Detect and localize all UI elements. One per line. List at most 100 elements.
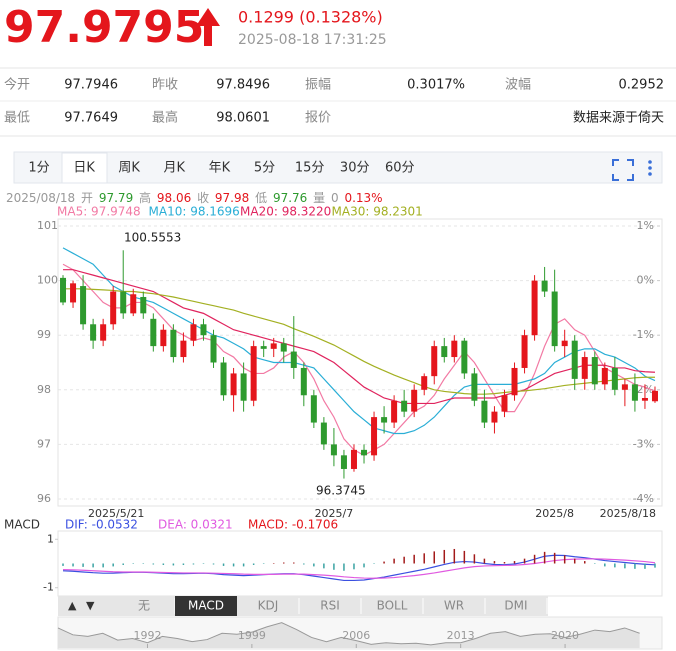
macd-bar bbox=[483, 558, 486, 564]
info-low: 97.76 bbox=[273, 191, 307, 205]
active-tab-bg bbox=[61, 152, 108, 184]
period-tab[interactable]: 周K bbox=[118, 161, 140, 176]
period-tab[interactable]: 日K bbox=[73, 161, 95, 176]
candle-body bbox=[571, 340, 578, 379]
more-icon[interactable] bbox=[648, 160, 652, 176]
indicator-tab[interactable]: KDJ bbox=[258, 599, 279, 613]
macd-bar bbox=[393, 558, 395, 564]
macd-bar bbox=[212, 563, 215, 565]
price-change: 0.1299 (0.1328%) bbox=[238, 8, 383, 27]
macd-bar bbox=[453, 548, 456, 564]
candle-body bbox=[501, 395, 508, 412]
macd-bar bbox=[634, 563, 636, 569]
stat-value: 0.3017% bbox=[407, 78, 465, 93]
stat-label: 今开 bbox=[4, 77, 30, 93]
candle-body bbox=[340, 455, 347, 469]
macd-bar bbox=[293, 562, 295, 564]
fullscreen-icon-path bbox=[612, 159, 634, 181]
period-tab[interactable]: 月K bbox=[164, 161, 186, 176]
stat-label: 最低 bbox=[4, 111, 30, 126]
scroll-up[interactable]: ▲ bbox=[68, 599, 77, 612]
period-tabs: 1分 日K 周K 月K 年K 5分 15分 30分 60分 bbox=[28, 161, 414, 176]
candle-body bbox=[631, 384, 638, 401]
y-tick-label: 99 bbox=[37, 328, 51, 341]
macd-bar bbox=[323, 563, 325, 569]
candle-body bbox=[70, 283, 77, 303]
period-tab[interactable]: 60分 bbox=[385, 161, 415, 176]
candle-body bbox=[411, 389, 418, 412]
macd-bar bbox=[222, 563, 225, 566]
y-tick-label: -1 bbox=[43, 581, 54, 594]
info-key: 开 bbox=[81, 191, 93, 205]
info-pct: 0.13% bbox=[344, 191, 382, 205]
candle-body bbox=[361, 449, 368, 456]
candle-body bbox=[120, 291, 127, 314]
candle-body bbox=[200, 324, 207, 336]
indicator-tab[interactable]: RSI bbox=[320, 599, 340, 613]
x-tick-label: 2020 bbox=[551, 629, 579, 642]
fullscreen-icon[interactable] bbox=[612, 159, 634, 181]
info-key: 量 bbox=[313, 191, 325, 205]
candle-body bbox=[621, 384, 628, 390]
candle-body bbox=[320, 422, 327, 445]
period-tab[interactable]: 5分 bbox=[254, 161, 275, 176]
y-tick-label: 97 bbox=[37, 437, 51, 450]
macd-bar bbox=[313, 563, 315, 567]
stat-value: 98.0601 bbox=[216, 111, 270, 126]
annotation: 96.3745 bbox=[316, 484, 366, 498]
indicator-tab[interactable]: 无 bbox=[138, 599, 150, 613]
macd-bar bbox=[523, 558, 526, 564]
macd-bar bbox=[533, 554, 536, 564]
y-tick-label: 101 bbox=[37, 219, 58, 232]
y2-tick-label: -2% bbox=[633, 383, 654, 396]
candle-body bbox=[641, 397, 648, 401]
macd-bar bbox=[132, 563, 134, 564]
ma-line bbox=[63, 269, 656, 405]
macd-bar bbox=[262, 563, 265, 564]
macd-bar bbox=[353, 563, 355, 570]
y2-tick-label: 0% bbox=[637, 274, 654, 287]
legend-entry: MA20: 98.3220 bbox=[240, 205, 331, 219]
macd-bar bbox=[543, 551, 546, 564]
macd-bar bbox=[383, 561, 385, 564]
macd-line bbox=[63, 558, 656, 579]
macd-bar bbox=[333, 563, 335, 570]
candle-body bbox=[210, 335, 217, 363]
dot bbox=[648, 166, 652, 170]
info-high: 98.06 bbox=[157, 191, 191, 205]
macd-bar bbox=[62, 563, 64, 566]
candle-body bbox=[270, 343, 277, 349]
indicator-tab[interactable]: DMI bbox=[504, 599, 527, 613]
macd-bar bbox=[232, 563, 235, 567]
period-tab[interactable]: 15分 bbox=[295, 161, 325, 176]
overview-area bbox=[58, 622, 640, 648]
macd-bar bbox=[202, 563, 205, 564]
candle-body bbox=[100, 324, 107, 341]
stat-label: 波幅 bbox=[505, 78, 531, 93]
candle-body bbox=[220, 362, 227, 396]
last-price: 97.9795 bbox=[4, 2, 204, 53]
info-close: 97.98 bbox=[215, 191, 249, 205]
macd-title: MACD bbox=[4, 518, 40, 532]
macd-bar bbox=[152, 563, 155, 565]
scroll-down[interactable]: ▼ bbox=[86, 599, 95, 612]
candle-body bbox=[461, 340, 468, 374]
period-tab[interactable]: 年K bbox=[209, 161, 231, 176]
period-tab[interactable]: 30分 bbox=[340, 161, 370, 176]
stat-value: 97.8496 bbox=[216, 78, 270, 93]
x-tick-label: 2025/8/18 bbox=[600, 507, 656, 520]
indicator-bar bbox=[58, 596, 548, 616]
x-tick-label: 2006 bbox=[342, 629, 370, 642]
indicator-tab[interactable]: WR bbox=[444, 599, 464, 613]
macd-bar bbox=[584, 561, 586, 564]
macd-bar bbox=[82, 563, 84, 567]
period-tab[interactable]: 1分 bbox=[28, 161, 49, 176]
candle-body bbox=[280, 343, 287, 352]
macd-line bbox=[62, 554, 656, 582]
indicator-tab[interactable]: BOLL bbox=[377, 599, 408, 613]
candle-body bbox=[140, 296, 147, 314]
macd-bar bbox=[624, 563, 626, 569]
info-key: 低 bbox=[255, 191, 267, 205]
candle-body bbox=[290, 351, 297, 368]
indicator-tab[interactable]: MACD bbox=[188, 599, 224, 613]
